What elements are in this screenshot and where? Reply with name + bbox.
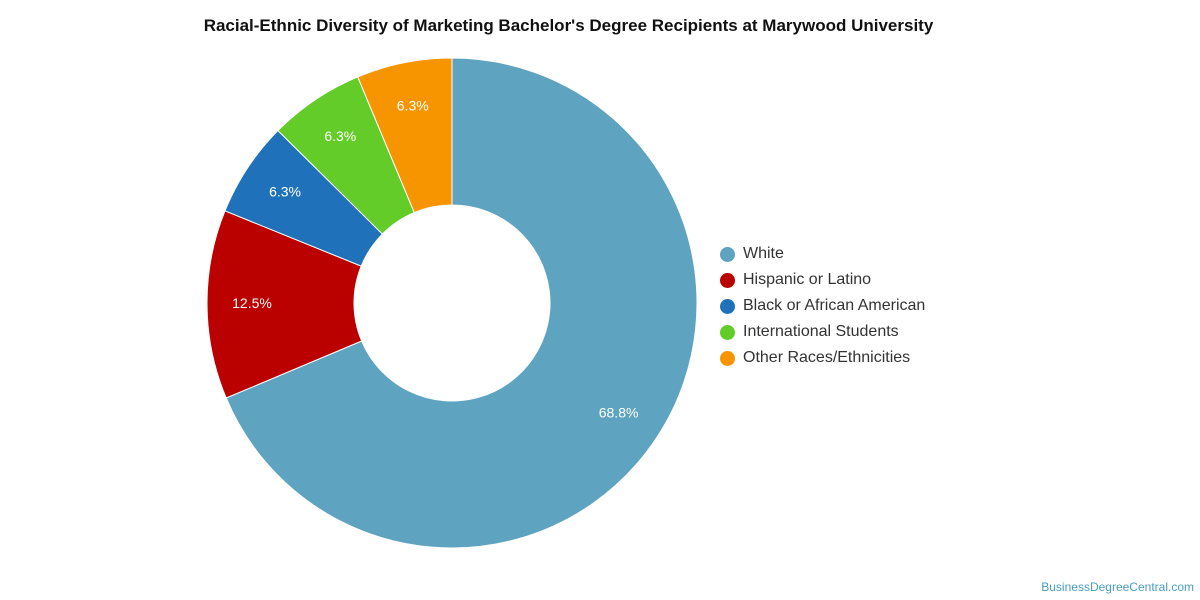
slice-labels-group: 68.8% 12.5% 6.3% 6.3% 6.3% bbox=[232, 98, 638, 421]
legend-item-other-races-ethnicities[interactable]: Other Races/Ethnicities bbox=[720, 345, 925, 371]
legend-item-black-or-african-american[interactable]: Black or African American bbox=[720, 293, 925, 319]
slice-label-other-races-ethnicities: 6.3% bbox=[397, 98, 429, 114]
legend-swatch-black-or-african-american bbox=[720, 298, 735, 314]
legend-item-hispanic-or-latino[interactable]: Hispanic or Latino bbox=[720, 267, 925, 293]
chart-title: Racial-Ethnic Diversity of Marketing Bac… bbox=[203, 16, 934, 35]
legend-swatch-hispanic-or-latino bbox=[720, 272, 735, 288]
slice-label-black-or-african-american: 6.3% bbox=[269, 184, 301, 200]
legend-label-black-or-african-american: Black or African American bbox=[743, 297, 926, 314]
slice-label-white: 68.8% bbox=[599, 404, 639, 420]
slice-white[interactable] bbox=[225, 57, 698, 549]
legend-item-white[interactable]: White bbox=[720, 241, 925, 267]
slices-group bbox=[206, 57, 698, 549]
legend-label-white: White bbox=[743, 245, 784, 262]
legend-swatch-other-races-ethnicities bbox=[720, 350, 735, 366]
slice-label-hispanic-or-latino: 12.5% bbox=[232, 295, 272, 311]
legend-label-hispanic-or-latino: Hispanic or Latino bbox=[743, 271, 872, 288]
slice-other-races-ethnicities[interactable] bbox=[357, 57, 453, 214]
legend-label-other-races-ethnicities: Other Races/Ethnicities bbox=[743, 349, 911, 366]
legend-swatch-white bbox=[720, 246, 735, 262]
legend-swatch-international-students bbox=[720, 324, 735, 340]
legend-item-international-students[interactable]: International Students bbox=[720, 319, 925, 345]
source-credit[interactable]: BusinessDegreeCentral.com bbox=[1041, 580, 1194, 594]
slice-label-international-students: 6.3% bbox=[324, 128, 356, 144]
slice-hispanic-or-latino[interactable] bbox=[206, 210, 363, 399]
legend-label-international-students: International Students bbox=[743, 323, 899, 340]
legend: White Hispanic or Latino Black or African … bbox=[720, 241, 925, 371]
